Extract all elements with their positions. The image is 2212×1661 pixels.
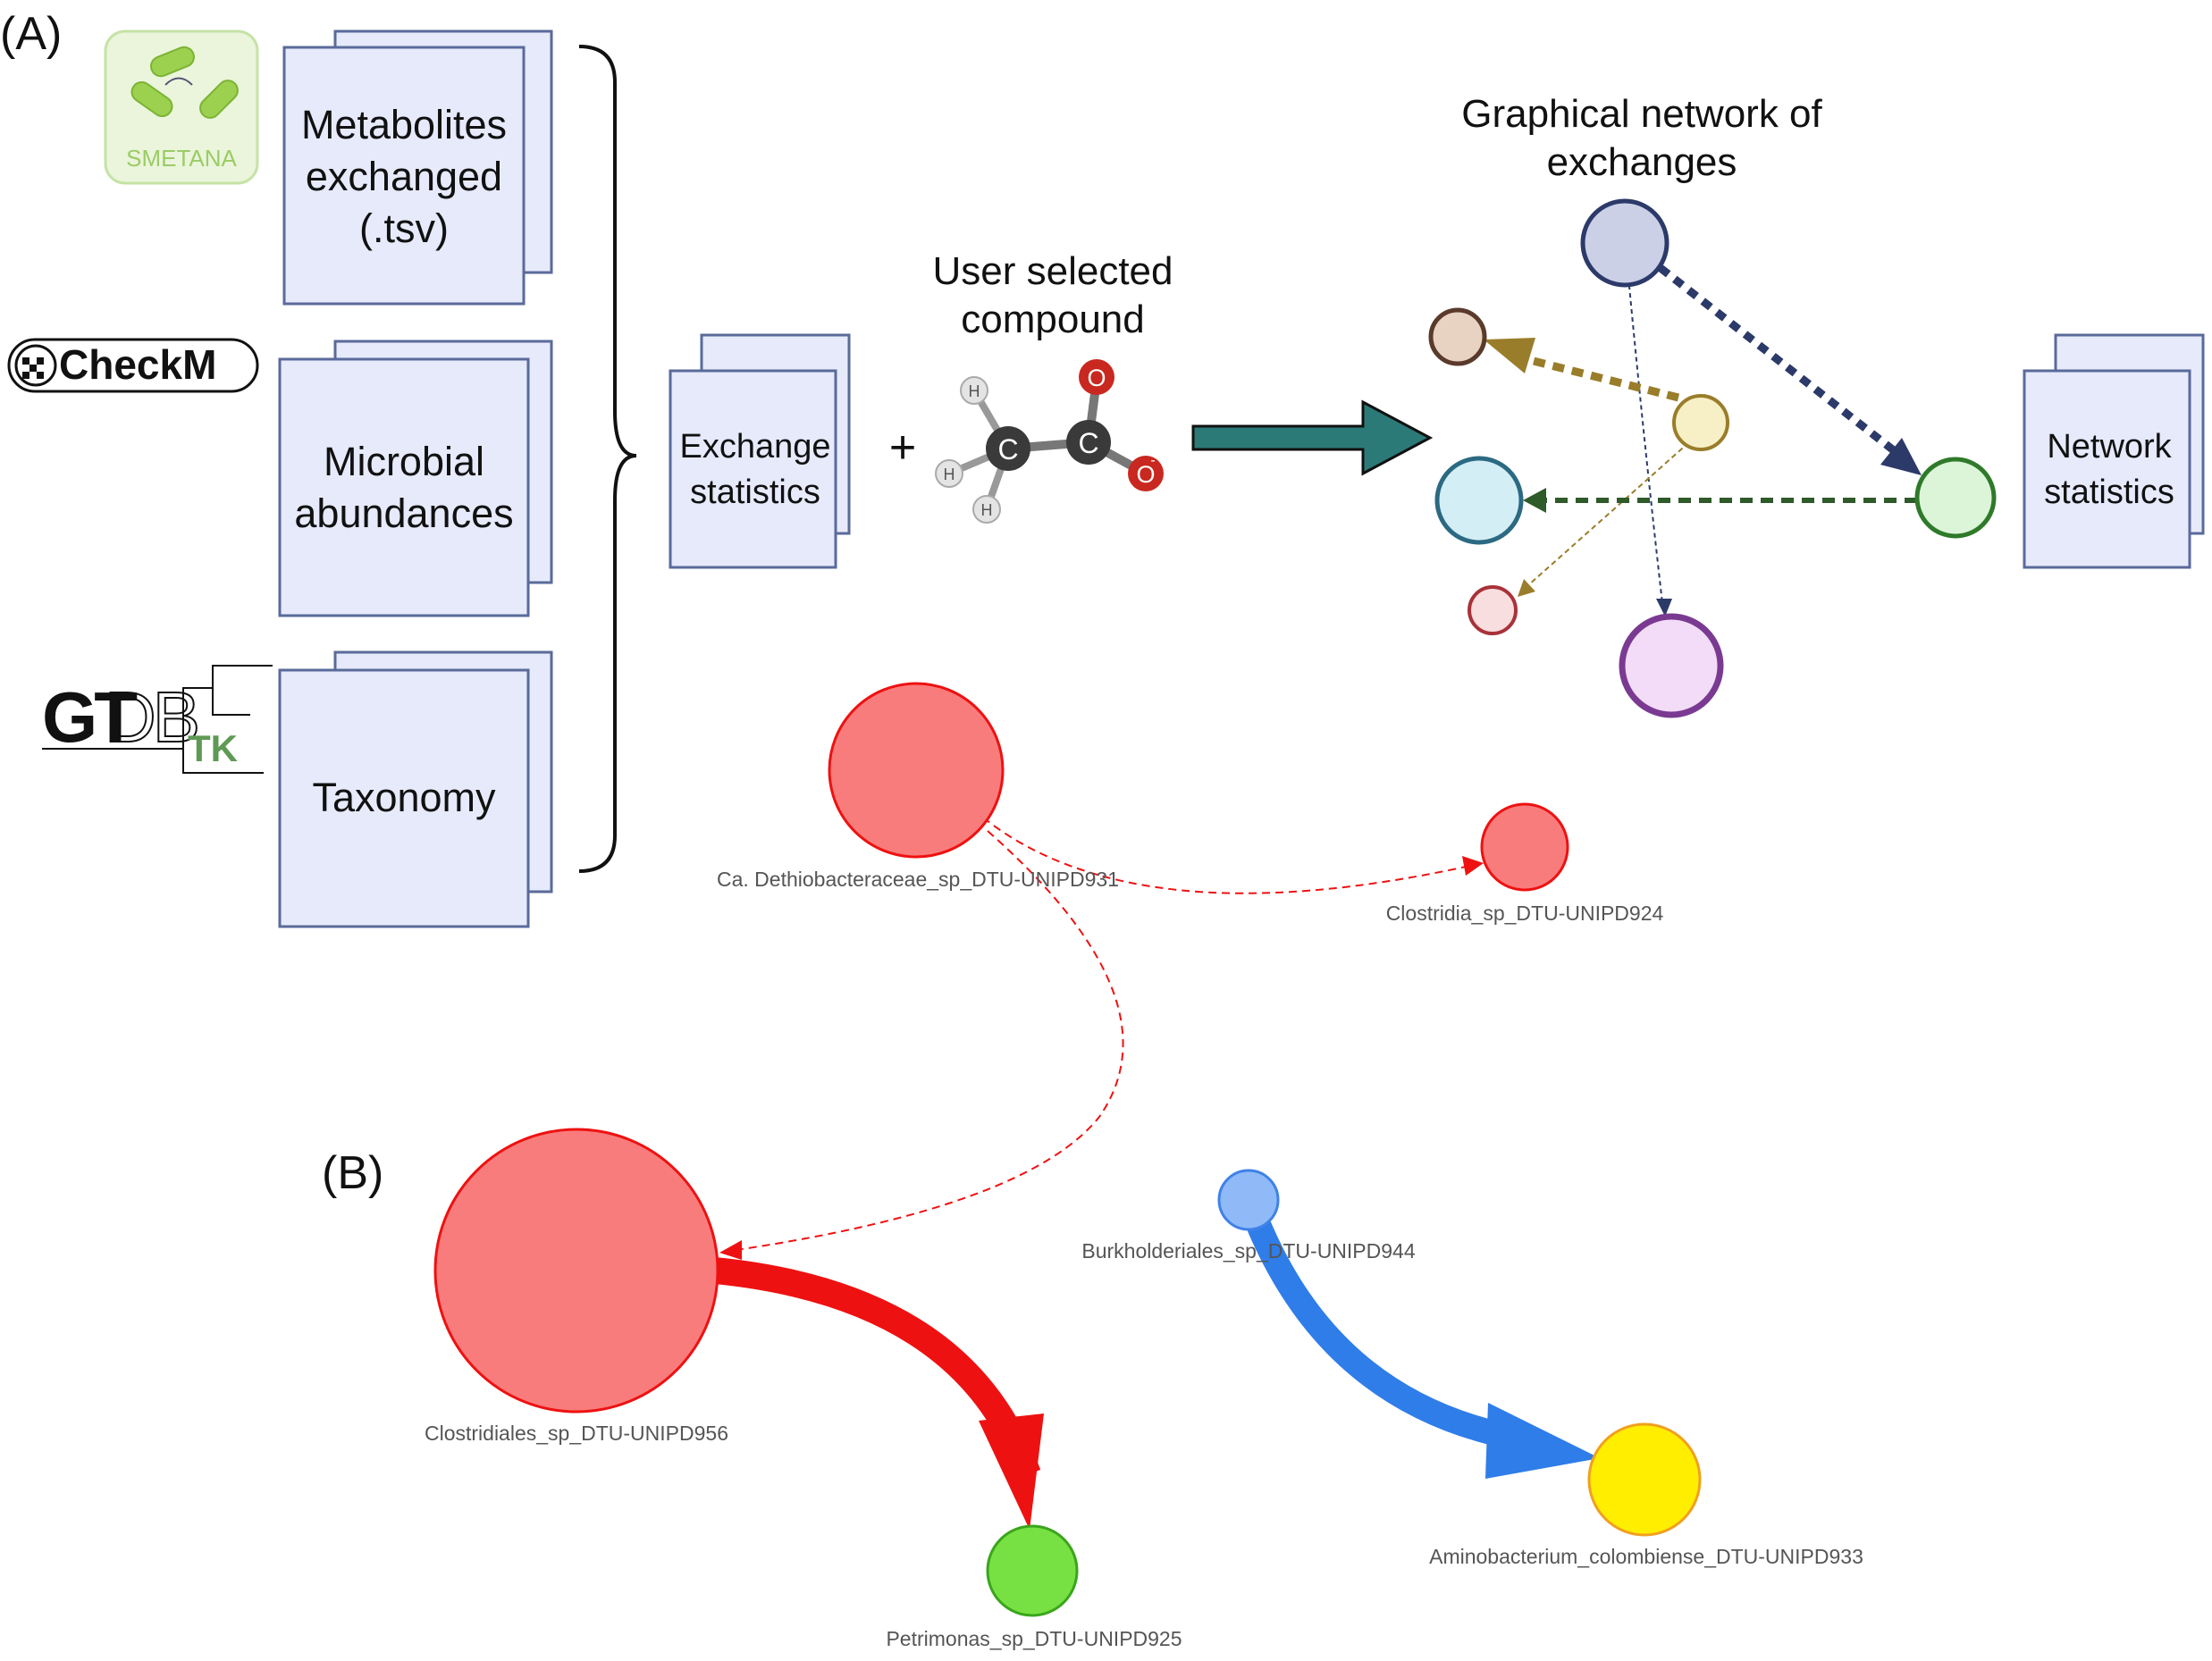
edge-olive-thick	[1518, 353, 1680, 402]
node-purple	[1619, 613, 1724, 718]
taxonomy-line1: Taxonomy	[312, 775, 496, 820]
node-dethiobacteraceae-931	[828, 682, 1005, 859]
smetana-logo-text: SMETANA	[126, 145, 237, 172]
network-stats-line1: Network	[2047, 428, 2172, 466]
edge-931-to-924	[982, 817, 1467, 894]
gtdb-logo-db: DB	[105, 677, 198, 757]
arrowhead-olive	[1484, 338, 1535, 373]
metabolites-line2: exchanged	[306, 154, 502, 199]
carbon-2: C	[1078, 427, 1098, 459]
edge-olive-thin	[1527, 441, 1690, 586]
edge-navy-thick	[1658, 264, 1897, 455]
node-pink	[1468, 585, 1518, 635]
arrowhead-navy-thin	[1656, 599, 1672, 617]
graph-title-line2: exchanges	[1547, 140, 1737, 184]
arrowhead-green	[1523, 488, 1546, 513]
user-selected-line2: compound	[961, 298, 1144, 341]
exchange-stats-line1: Exchange	[679, 428, 830, 466]
edge-navy-thin	[1627, 276, 1663, 604]
label-944: Burkholderiales_sp_DTU-UNIPD944	[1081, 1239, 1415, 1263]
checkm-logo: CheckM	[7, 338, 259, 393]
node-navy	[1580, 198, 1670, 288]
hydrogen-2: H	[944, 466, 955, 483]
node-yellow	[1672, 394, 1729, 451]
abundances-doc: Microbial abundances	[278, 340, 553, 617]
node-cyan	[1434, 456, 1524, 545]
node-petrimonas-925	[986, 1524, 1079, 1617]
hydrogen-1: H	[969, 382, 980, 400]
node-clostridiales-956	[433, 1128, 719, 1414]
oxygen-1: O	[1087, 365, 1106, 391]
label-956: Clostridiales_sp_DTU-UNIPD956	[425, 1422, 728, 1445]
user-selected-line1: User selected	[932, 249, 1173, 293]
node-tan	[1428, 307, 1487, 366]
network-stats-line2: statistics	[2044, 474, 2174, 511]
arrowhead-956-925	[979, 1414, 1044, 1530]
label-924: Clostridia_sp_DTU-UNIPD924	[1386, 902, 1664, 925]
oxygen-2: O	[1136, 461, 1155, 488]
exchange-stats-line2: statistics	[690, 474, 820, 511]
panel-b-label: (B)	[322, 1147, 383, 1199]
edge-944-to-933	[1237, 1197, 1522, 1451]
abundances-line2: abundances	[294, 491, 513, 536]
arrowhead-944-933	[1485, 1403, 1600, 1479]
exchange-network-b: Ca. Dethiobacteraceae_sp_DTU-UNIPD931 Cl…	[425, 682, 1863, 1650]
node-clostridia-924	[1480, 802, 1569, 892]
node-aminobacterium-933	[1587, 1422, 1702, 1537]
illustrative-network	[1428, 198, 1997, 718]
edge-956-to-925	[713, 1257, 1041, 1479]
arrowhead-931-956	[719, 1240, 742, 1260]
teal-arrow	[1191, 399, 1434, 476]
node-burkholderiales-944	[1217, 1169, 1280, 1231]
tk-logo-text: TK	[188, 727, 238, 769]
gtdbtk-logo: GT DB TK	[42, 665, 273, 774]
plus-sign: +	[889, 422, 916, 474]
checkm-logo-text: CheckM	[59, 341, 216, 388]
label-933: Aminobacterium_colombiense_DTU-UNIPD933	[1429, 1545, 1863, 1568]
oxygen-charge: -	[1150, 453, 1155, 468]
metabolites-line3: (.tsv)	[359, 206, 449, 251]
taxonomy-doc: Taxonomy	[278, 650, 553, 928]
metabolites-doc: Metabolites exchanged (.tsv)	[282, 29, 553, 306]
panel-a-label: (A)	[0, 8, 62, 60]
metabolites-line1: Metabolites	[301, 102, 507, 147]
arrowhead-olive-thin	[1518, 579, 1535, 597]
abundances-line1: Microbial	[324, 439, 484, 484]
acetate-molecule: H H H C C O O -	[935, 359, 1164, 524]
carbon-1: C	[997, 433, 1018, 466]
graph-title-line1: Graphical network of	[1461, 92, 1822, 136]
arrowhead-931-924	[1462, 856, 1484, 876]
label-925: Petrimonas_sp_DTU-UNIPD925	[886, 1627, 1182, 1650]
network-statistics-doc: Network statistics	[2023, 333, 2205, 569]
input-brace	[578, 45, 637, 873]
smetana-logo: SMETANA	[104, 29, 259, 185]
arrowhead-navy	[1880, 438, 1922, 475]
label-931: Ca. Dethiobacteraceae_sp_DTU-UNIPD931	[717, 868, 1119, 891]
gtdb-logo-gt: GT	[42, 677, 138, 757]
hydrogen-3: H	[981, 501, 993, 519]
node-green	[1914, 457, 1997, 539]
edge-931-to-956	[741, 830, 1124, 1250]
exchange-statistics-doc: Exchange statistics	[669, 333, 851, 569]
